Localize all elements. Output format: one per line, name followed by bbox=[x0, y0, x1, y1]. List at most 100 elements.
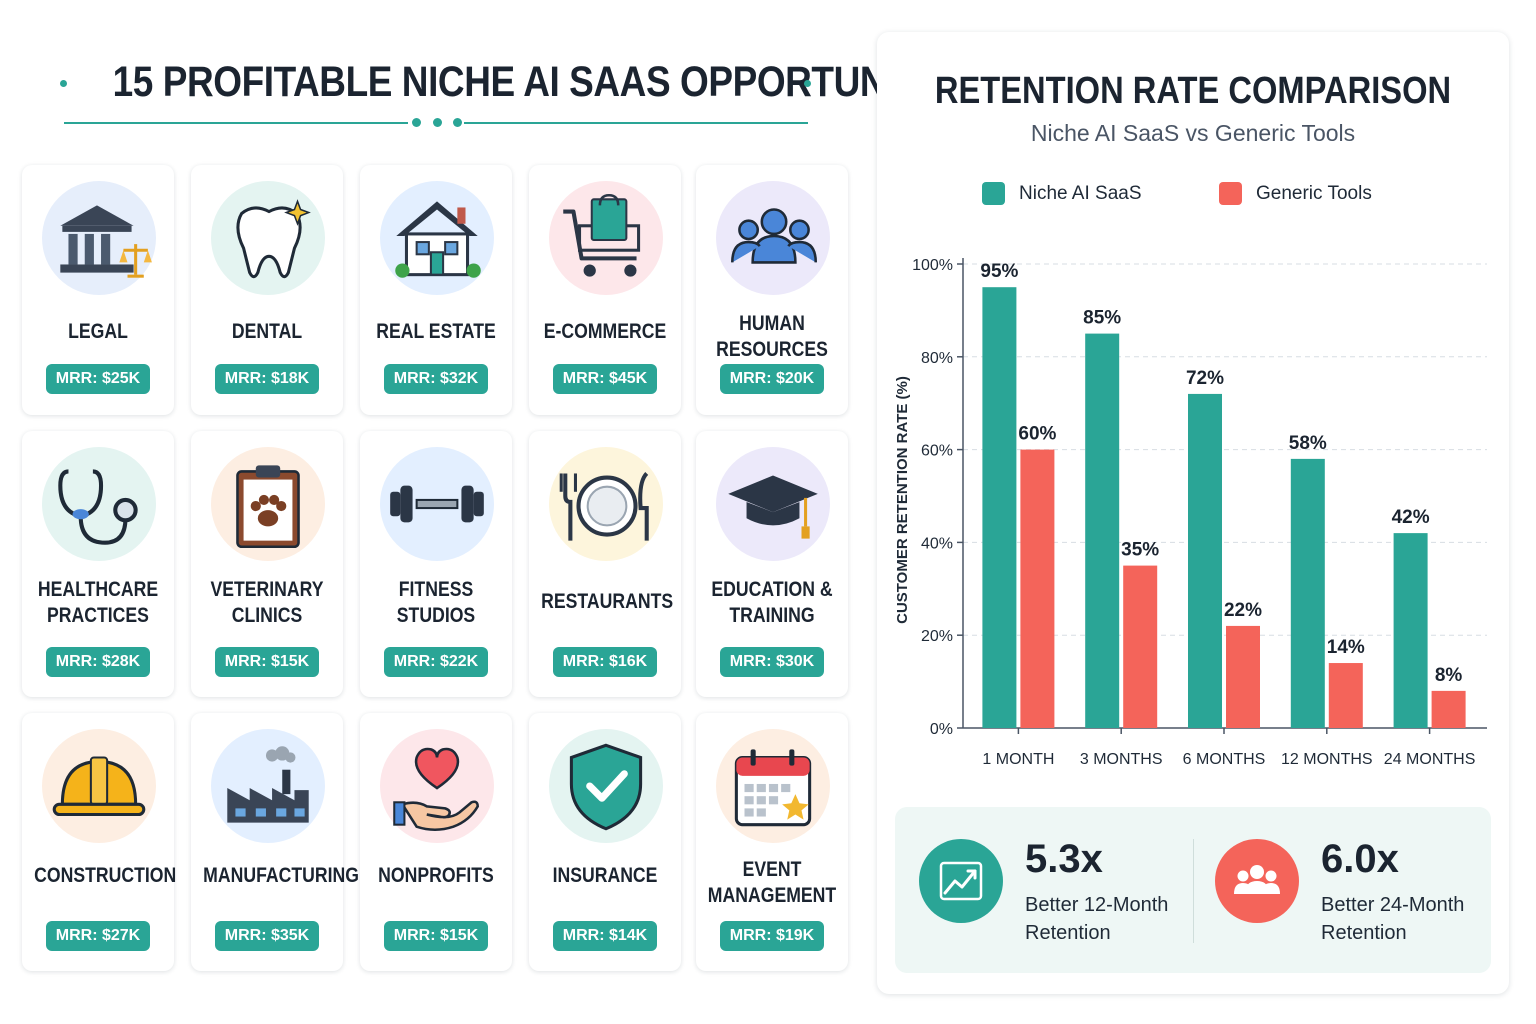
y-tick-label: 0% bbox=[930, 721, 953, 738]
mrr-badge: MRR: $32K bbox=[384, 364, 488, 394]
data-label: 58% bbox=[1289, 433, 1327, 454]
hard-hat-icon bbox=[42, 729, 156, 843]
bar-generic bbox=[1226, 625, 1260, 728]
people-group-icon bbox=[716, 181, 830, 295]
tooth-icon bbox=[211, 181, 325, 295]
niche-name: HEALTHCARE PRACTICES bbox=[37, 578, 159, 627]
stat-label-12-month: Better 12-Month Retention bbox=[1025, 894, 1169, 944]
page-title: 15 PROFITABLE NICHE AI SAAS OPPORTUNITIE… bbox=[112, 58, 977, 106]
graduation-cap-icon bbox=[716, 447, 830, 561]
niche-card: NONPROFITS MRR: $15K bbox=[360, 713, 512, 971]
niche-card: FITNESS STUDIOS MRR: $22K bbox=[360, 431, 512, 697]
retention-bar-chart: 0% 20% 40% 60% 80% 100% CUSTOMER RETENTION RAT… bbox=[894, 257, 1487, 768]
niche-name: LEGAL bbox=[68, 320, 128, 343]
mrr-badge: MRR: $16K bbox=[553, 647, 657, 677]
title-rule-right bbox=[464, 122, 808, 124]
y-tick-label: 60% bbox=[921, 443, 953, 460]
niche-opportunities-panel: 15 PROFITABLE NICHE AI SAAS OPPORTUNITIE… bbox=[22, 58, 977, 971]
stat-value-12-month: 5.3x bbox=[1025, 837, 1103, 881]
y-axis-label: CUSTOMER RETENTION RATE (%) bbox=[894, 376, 911, 624]
bar-niche bbox=[1290, 458, 1325, 728]
chart-subtitle: Niche AI SaaS vs Generic Tools bbox=[1030, 120, 1356, 146]
y-tick-label: 40% bbox=[921, 535, 953, 552]
niche-name: EVENT MANAGEMENT bbox=[707, 858, 837, 907]
legend-swatch-generic bbox=[1219, 182, 1242, 205]
y-tick-label: 80% bbox=[921, 350, 953, 367]
data-label: 60% bbox=[1018, 424, 1056, 445]
trend-up-icon bbox=[919, 839, 1003, 923]
mrr-badge: MRR: $27K bbox=[46, 921, 150, 951]
title-rule-left bbox=[64, 122, 408, 124]
niche-name: EDUCATION & TRAINING bbox=[711, 578, 833, 627]
niche-name: RESTAURANTS bbox=[541, 590, 674, 613]
mrr-badge: MRR: $22K bbox=[384, 647, 488, 677]
niche-name: HUMAN RESOURCES bbox=[716, 312, 828, 361]
data-label: 42% bbox=[1392, 507, 1430, 528]
niche-name: FITNESS STUDIOS bbox=[396, 578, 476, 627]
niche-card: REAL ESTATE MRR: $32K bbox=[360, 165, 512, 415]
bar-niche bbox=[1188, 393, 1222, 728]
niche-card: EDUCATION & TRAINING MRR: $30K bbox=[696, 431, 848, 697]
paw-clipboard-icon bbox=[211, 447, 325, 561]
mrr-badge: MRR: $20K bbox=[720, 364, 824, 394]
stethoscope-icon bbox=[42, 447, 156, 561]
title-rule-dots bbox=[412, 118, 462, 127]
niche-card: RESTAURANTS MRR: $16K bbox=[529, 431, 681, 697]
data-label: 72% bbox=[1186, 368, 1224, 389]
calendar-icon bbox=[716, 729, 830, 843]
data-label: 35% bbox=[1121, 540, 1159, 561]
bar-niche bbox=[982, 287, 1017, 728]
legend-item-niche: Niche AI SaaS bbox=[982, 182, 1142, 205]
niche-card: DENTAL MRR: $18K bbox=[191, 165, 343, 415]
bar-niche bbox=[1393, 533, 1428, 728]
niche-card: INSURANCE MRR: $14K bbox=[529, 713, 681, 971]
y-tick-label: 20% bbox=[921, 628, 953, 645]
mrr-badge: MRR: $35K bbox=[215, 921, 319, 951]
mrr-badge: MRR: $30K bbox=[720, 647, 824, 677]
niche-card: HEALTHCARE PRACTICES MRR: $28K bbox=[22, 431, 174, 697]
shield-check-icon bbox=[549, 729, 663, 843]
chart-title: RETENTION RATE COMPARISON bbox=[934, 70, 1452, 112]
plate-cutlery-icon bbox=[549, 447, 663, 561]
niche-card: EVENT MANAGEMENT MRR: $19K bbox=[696, 713, 848, 971]
title-dot-left bbox=[60, 80, 67, 87]
niche-name: VETERINARY CLINICS bbox=[210, 578, 324, 627]
data-label: 85% bbox=[1083, 308, 1121, 329]
bar-generic bbox=[1123, 565, 1158, 728]
mrr-badge: MRR: $19K bbox=[720, 921, 824, 951]
icon-circle bbox=[211, 729, 325, 843]
niche-name: E-COMMERCE bbox=[543, 320, 667, 343]
x-tick-label: 3 MONTHS bbox=[1080, 751, 1163, 768]
mrr-badge: MRR: $15K bbox=[384, 921, 488, 951]
dumbbell-icon bbox=[380, 447, 494, 561]
mrr-badge: MRR: $18K bbox=[215, 364, 319, 394]
bar-generic bbox=[1431, 690, 1466, 728]
shopping-cart-icon bbox=[549, 181, 663, 295]
mrr-badge: MRR: $15K bbox=[215, 647, 319, 677]
mrr-badge: MRR: $28K bbox=[46, 647, 150, 677]
niche-card: VETERINARY CLINICS MRR: $15K bbox=[191, 431, 343, 697]
niche-name: DENTAL bbox=[231, 320, 303, 343]
x-tick-label: 12 MONTHS bbox=[1281, 751, 1373, 768]
niche-name: MANUFACTURING bbox=[203, 864, 359, 887]
stats-divider bbox=[1193, 839, 1194, 943]
house-icon bbox=[380, 181, 494, 295]
data-label: 8% bbox=[1435, 665, 1463, 686]
niche-card: E-COMMERCE MRR: $45K bbox=[529, 165, 681, 415]
legend-label-generic: Generic Tools bbox=[1256, 182, 1372, 204]
x-tick-label: 1 MONTH bbox=[982, 751, 1054, 768]
legend-item-generic: Generic Tools bbox=[1219, 182, 1372, 205]
bar-niche bbox=[1085, 333, 1120, 728]
title-dot-right bbox=[804, 80, 811, 87]
x-tick-label: 24 MONTHS bbox=[1384, 751, 1476, 768]
legend-swatch-niche bbox=[982, 182, 1005, 205]
y-tick-label: 100% bbox=[912, 257, 953, 274]
heart-hand-icon bbox=[380, 729, 494, 843]
mrr-badge: MRR: $14K bbox=[553, 921, 657, 951]
niche-name: INSURANCE bbox=[552, 864, 658, 887]
niche-name: NONPROFITS bbox=[378, 864, 494, 887]
legend-label-niche: Niche AI SaaS bbox=[1019, 182, 1142, 204]
retention-chart-panel: RETENTION RATE COMPARISON Niche AI SaaS … bbox=[877, 32, 1509, 994]
data-label: 95% bbox=[980, 261, 1018, 282]
stats-summary: 5.3x Better 12-Month Retention 6.0x Bett… bbox=[895, 807, 1491, 973]
